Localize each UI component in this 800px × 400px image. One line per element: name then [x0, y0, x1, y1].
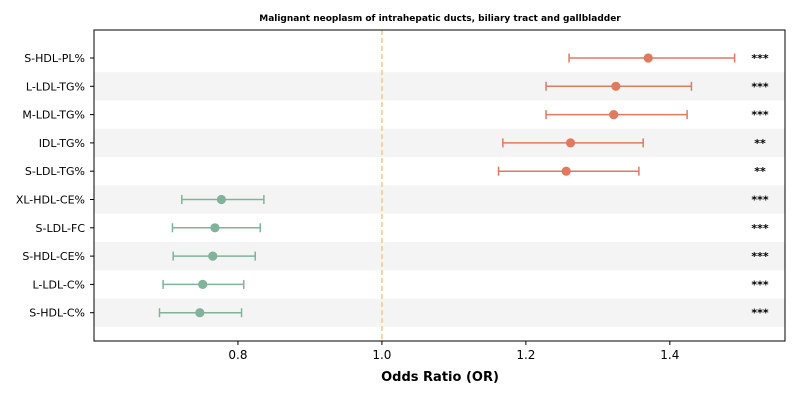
or-point	[210, 223, 220, 233]
significance-label: ***	[751, 194, 769, 207]
x-tick-label: 1.0	[372, 348, 391, 362]
significance-label: ***	[751, 278, 769, 291]
or-point	[561, 166, 571, 176]
forest-row: S-HDL-C% ***	[29, 307, 769, 320]
plot-frame	[93, 29, 786, 342]
significance-label: **	[754, 165, 766, 178]
forest-row: S-LDL-FC ***	[36, 222, 769, 235]
row-label: IDL-TG%	[39, 137, 85, 150]
row-label: S-LDL-FC	[36, 222, 86, 235]
or-point	[198, 279, 208, 289]
row-label: XL-HDL-CE%	[16, 194, 85, 207]
forest-row: S-HDL-PL% ***	[24, 52, 769, 65]
row-label: L-LDL-TG%	[26, 80, 85, 93]
x-tick-label: 1.2	[516, 348, 535, 362]
or-point	[195, 308, 205, 318]
forest-row: S-HDL-CE% ***	[22, 250, 769, 263]
or-point	[611, 81, 621, 91]
or-point	[565, 138, 576, 148]
significance-label: ***	[751, 250, 769, 263]
row-label: S-LDL-TG%	[25, 165, 85, 178]
data-rows: S-HDL-PL% *** L-LDL-TG% *** M-LDL-TG% *** IDL-…	[16, 52, 769, 320]
forest-row: XL-HDL-CE% ***	[16, 194, 769, 207]
row-label: S-HDL-PL%	[24, 52, 85, 65]
x-tick-label: 0.8	[228, 348, 247, 362]
forest-row: L-LDL-C% ***	[32, 278, 768, 291]
significance-label: ***	[751, 109, 769, 122]
row-label: M-LDL-TG%	[22, 109, 85, 122]
forest-row: IDL-TG% **	[39, 137, 766, 150]
row-band	[94, 128, 785, 158]
or-point	[609, 110, 619, 120]
row-label: S-HDL-C%	[29, 307, 85, 320]
x-axis: 0.8 1.0 1.2 1.4	[228, 341, 679, 362]
x-axis-label: Odds Ratio (OR)	[381, 370, 499, 385]
significance-label: **	[754, 137, 766, 150]
row-label: L-LDL-C%	[32, 278, 85, 291]
forest-row: M-LDL-TG% ***	[22, 109, 769, 122]
x-tick-label: 1.4	[660, 348, 679, 362]
or-point	[643, 53, 653, 63]
forest-row: L-LDL-TG% ***	[26, 80, 769, 93]
significance-label: ***	[751, 307, 769, 320]
significance-label: ***	[751, 80, 769, 93]
significance-label: ***	[751, 222, 769, 235]
chart-title: Malignant neoplasm of intrahepatic ducts…	[259, 14, 621, 24]
forest-row: S-LDL-TG% **	[25, 165, 766, 178]
significance-label: ***	[751, 52, 769, 65]
or-point	[216, 194, 227, 205]
or-point	[208, 251, 218, 261]
row-label: S-HDL-CE%	[22, 250, 85, 263]
